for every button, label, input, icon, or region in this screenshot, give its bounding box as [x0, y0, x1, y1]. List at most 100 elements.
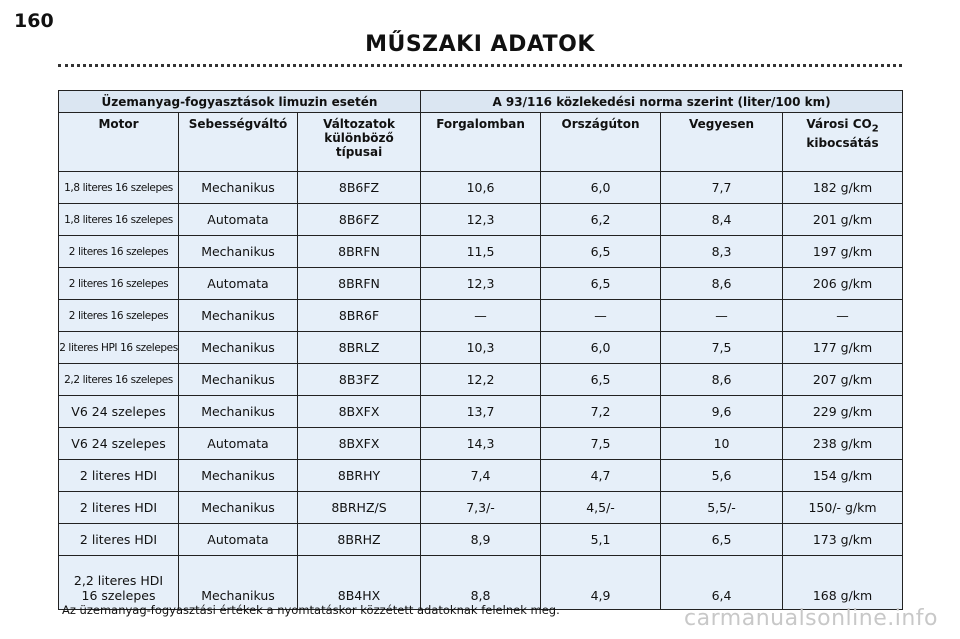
column-header: Motor — [58, 112, 179, 172]
dotted-rule — [58, 64, 902, 67]
table-cell: 150/- g/km — [782, 491, 904, 524]
table-cell: 6,5 — [660, 523, 784, 556]
cell-text: 16 szelepes — [81, 588, 156, 603]
cell-text: 7,5 — [590, 436, 611, 451]
cell-text: 14,3 — [466, 436, 495, 451]
table-cell: 8BRLZ — [296, 331, 422, 364]
cell-text: 8BRFN — [338, 276, 380, 291]
cell-text: 150/- g/km — [808, 500, 877, 515]
header-text: Sebességváltó — [188, 117, 288, 131]
data-row: 2 literes 16 szelepes Mechanikus 8BRFN 11,5… — [58, 235, 904, 268]
table-cell: 7,5 — [660, 331, 784, 364]
cell-text: 8,6 — [711, 372, 732, 387]
table-cell: 14,3 — [420, 427, 542, 460]
cell-text: 2 literes HDI — [79, 468, 158, 483]
cell-text: 4,9 — [590, 588, 611, 603]
cell-text: 6,5 — [590, 276, 611, 291]
table-cell: V6 24 szelepes — [58, 427, 179, 460]
table-cell: — — [660, 299, 784, 332]
cell-text: 206 g/km — [812, 276, 873, 291]
cell-text: 2 literes 16 szelepes — [68, 277, 169, 290]
cell-text: V6 24 szelepes — [71, 404, 166, 419]
table-cell: 1,8 literes 16 szelepes — [58, 171, 179, 204]
cell-text: Mechanikus — [201, 180, 275, 195]
cell-text: 8BRLZ — [338, 340, 380, 355]
table-cell: 4,5/- — [540, 491, 662, 524]
cell-text: 4,5/- — [586, 500, 615, 515]
cell-text: Automata — [207, 532, 269, 547]
table-cell: — — [420, 299, 542, 332]
cell-text: 9,6 — [711, 404, 732, 419]
table-cell: Mechanikus — [178, 555, 298, 610]
table-cell: 206 g/km — [782, 267, 904, 300]
table-cell: 6,5 — [540, 235, 662, 268]
table-cell: 12,2 — [420, 363, 542, 396]
cell-text: 10 — [713, 436, 730, 451]
table-cell: V6 24 szelepes — [58, 395, 179, 428]
group-header-text: Üzemanyag-fogyasztások limuzin esetén — [101, 94, 378, 109]
cell-text: 8BRHZ — [337, 532, 381, 547]
table-cell: Mechanikus — [178, 299, 298, 332]
table-cell: 5,6 — [660, 459, 784, 492]
table-cell: 207 g/km — [782, 363, 904, 396]
table-cell: Automata — [178, 523, 298, 556]
table-cell: Automata — [178, 203, 298, 236]
cell-text: 8B6FZ — [338, 180, 380, 195]
table-cell: — — [540, 299, 662, 332]
data-row: 1,8 literes 16 szelepes Automata 8B6FZ 12,3… — [58, 203, 904, 236]
column-header: Forgalomban — [420, 112, 542, 172]
table-cell: 12,3 — [420, 203, 542, 236]
table-cell: 6,0 — [540, 331, 662, 364]
group-header: Üzemanyag-fogyasztások limuzin esetén — [57, 90, 422, 113]
header-text: kibocsátás — [806, 136, 879, 151]
data-row: V6 24 szelepes Automata 8BXFX 14,3 7,5 10 238 … — [58, 427, 904, 460]
cell-text: 13,7 — [466, 404, 495, 419]
header-text: különböző — [324, 131, 394, 145]
cell-text: 8,9 — [470, 532, 491, 547]
cell-text: — — [715, 308, 728, 323]
header-text: típusai — [335, 145, 383, 159]
cell-text: 8,8 — [470, 588, 491, 603]
table-cell: 8,3 — [660, 235, 784, 268]
table-cell: 154 g/km — [782, 459, 904, 492]
table-cell: 2 literes HDI — [58, 523, 179, 556]
table-cell: 238 g/km — [782, 427, 904, 460]
header-text: Városi CO — [806, 117, 872, 131]
table-cell: 7,4 — [420, 459, 542, 492]
cell-text: 2,2 literes 16 szelepes — [64, 373, 173, 386]
table-cell: 8,4 — [660, 203, 784, 236]
table-cell: 8BR6F — [296, 299, 422, 332]
cell-text: 2 literes HPI 16 szelepes — [59, 341, 178, 354]
table-cell: 8BRHY — [296, 459, 422, 492]
cell-text: 6,5 — [590, 372, 611, 387]
table-cell: 2,2 literes HDI 16 szelepes — [58, 555, 179, 610]
cell-text: 8,4 — [711, 212, 732, 227]
table-cell: 13,7 — [420, 395, 542, 428]
cell-text: 207 g/km — [812, 372, 873, 387]
table-cell: Mechanikus — [178, 331, 298, 364]
data-row: 2 literes HDI Mechanikus 8BRHZ/S 7,3/- 4,5/-… — [58, 491, 904, 524]
cell-text: Mechanikus — [201, 308, 275, 323]
header-subscript: 2 — [871, 123, 879, 135]
table-cell: — — [782, 299, 904, 332]
cell-text: 177 g/km — [812, 340, 873, 355]
table-cell: 7,2 — [540, 395, 662, 428]
cell-text: Automata — [207, 212, 269, 227]
table-cell: 7,5 — [540, 427, 662, 460]
header-row: Motor Sebességváltó Változatok különböző típ… — [58, 112, 904, 172]
data-row: 2 literes HDI Automata 8BRHZ 8,9 5,1 6,5 173 g… — [58, 523, 904, 556]
cell-text: 8B3FZ — [338, 372, 380, 387]
cell-text: 2 literes HDI — [79, 532, 158, 547]
table-cell: 6,5 — [540, 363, 662, 396]
cell-text: 6,2 — [590, 212, 611, 227]
cell-text: 5,5/- — [707, 500, 736, 515]
table-cell: 12,3 — [420, 267, 542, 300]
table-cell: 7,7 — [660, 171, 784, 204]
cell-text: Mechanikus — [201, 468, 275, 483]
table-cell: Automata — [178, 267, 298, 300]
table-cell: 10,6 — [420, 171, 542, 204]
cell-text: — — [836, 308, 849, 323]
cell-text: 6,0 — [590, 340, 611, 355]
cell-text: 5,6 — [711, 468, 732, 483]
table-cell: 5,1 — [540, 523, 662, 556]
